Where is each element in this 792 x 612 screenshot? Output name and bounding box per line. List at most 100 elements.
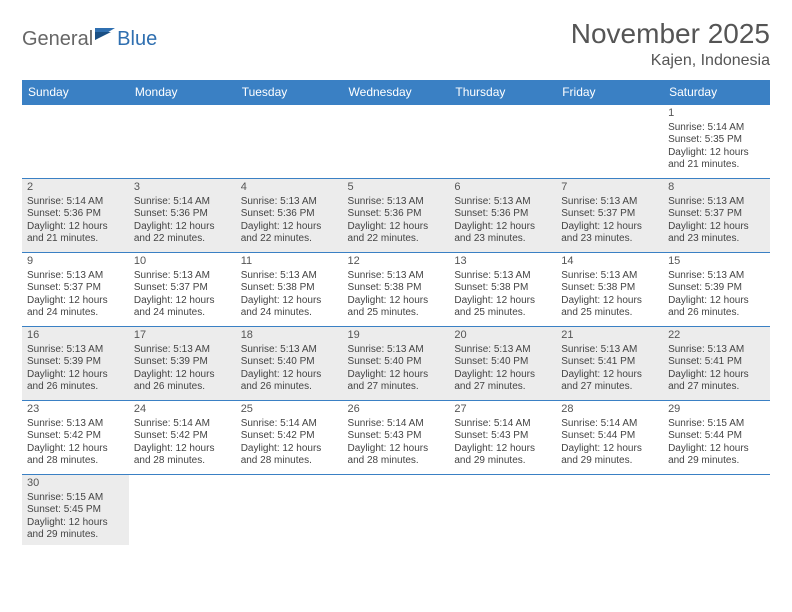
- calendar-cell: 14Sunrise: 5:13 AMSunset: 5:38 PMDayligh…: [556, 253, 663, 327]
- daylight-text: Daylight: 12 hours and 23 minutes.: [561, 221, 658, 246]
- calendar-cell: 13Sunrise: 5:13 AMSunset: 5:38 PMDayligh…: [449, 253, 556, 327]
- sunrise-text: Sunrise: 5:13 AM: [561, 344, 658, 357]
- calendar-cell: [556, 475, 663, 545]
- calendar-cell: 3Sunrise: 5:14 AMSunset: 5:36 PMDaylight…: [129, 179, 236, 253]
- daylight-text: Daylight: 12 hours and 26 minutes.: [668, 295, 765, 320]
- day-number: 24: [134, 403, 231, 417]
- sunset-text: Sunset: 5:39 PM: [134, 356, 231, 369]
- title-block: November 2025 Kajen, Indonesia: [571, 18, 770, 70]
- daylight-text: Daylight: 12 hours and 28 minutes.: [241, 443, 338, 468]
- sunset-text: Sunset: 5:41 PM: [668, 356, 765, 369]
- sunset-text: Sunset: 5:38 PM: [454, 282, 551, 295]
- sunset-text: Sunset: 5:35 PM: [668, 134, 765, 147]
- calendar-row: 16Sunrise: 5:13 AMSunset: 5:39 PMDayligh…: [22, 327, 770, 401]
- daylight-text: Daylight: 12 hours and 25 minutes.: [348, 295, 445, 320]
- sunrise-text: Sunrise: 5:15 AM: [27, 492, 124, 505]
- weekday-header: Friday: [556, 80, 663, 105]
- sunrise-text: Sunrise: 5:13 AM: [27, 344, 124, 357]
- sunrise-text: Sunrise: 5:13 AM: [348, 344, 445, 357]
- calendar-cell: 7Sunrise: 5:13 AMSunset: 5:37 PMDaylight…: [556, 179, 663, 253]
- sunrise-text: Sunrise: 5:13 AM: [561, 270, 658, 283]
- logo-text-general: General: [22, 28, 93, 51]
- sunrise-text: Sunrise: 5:13 AM: [348, 270, 445, 283]
- day-number: 13: [454, 255, 551, 269]
- sunrise-text: Sunrise: 5:13 AM: [348, 196, 445, 209]
- calendar-cell: [343, 475, 450, 545]
- daylight-text: Daylight: 12 hours and 29 minutes.: [27, 517, 124, 542]
- sunrise-text: Sunrise: 5:13 AM: [241, 270, 338, 283]
- sunrise-text: Sunrise: 5:13 AM: [668, 270, 765, 283]
- calendar-cell: 19Sunrise: 5:13 AMSunset: 5:40 PMDayligh…: [343, 327, 450, 401]
- daylight-text: Daylight: 12 hours and 29 minutes.: [454, 443, 551, 468]
- sunset-text: Sunset: 5:36 PM: [134, 208, 231, 221]
- daylight-text: Daylight: 12 hours and 28 minutes.: [134, 443, 231, 468]
- sunset-text: Sunset: 5:38 PM: [348, 282, 445, 295]
- weekday-header: Wednesday: [343, 80, 450, 105]
- day-number: 5: [348, 181, 445, 195]
- sunset-text: Sunset: 5:39 PM: [27, 356, 124, 369]
- calendar-cell: 30Sunrise: 5:15 AMSunset: 5:45 PMDayligh…: [22, 475, 129, 545]
- day-number: 7: [561, 181, 658, 195]
- day-number: 2: [27, 181, 124, 195]
- sunrise-text: Sunrise: 5:13 AM: [454, 196, 551, 209]
- month-title: November 2025: [571, 18, 770, 50]
- daylight-text: Daylight: 12 hours and 23 minutes.: [668, 221, 765, 246]
- day-number: 19: [348, 329, 445, 343]
- calendar-cell: 20Sunrise: 5:13 AMSunset: 5:40 PMDayligh…: [449, 327, 556, 401]
- sunset-text: Sunset: 5:40 PM: [241, 356, 338, 369]
- sunset-text: Sunset: 5:38 PM: [241, 282, 338, 295]
- daylight-text: Daylight: 12 hours and 24 minutes.: [241, 295, 338, 320]
- calendar-cell: [663, 475, 770, 545]
- calendar-cell: 8Sunrise: 5:13 AMSunset: 5:37 PMDaylight…: [663, 179, 770, 253]
- calendar-cell: 18Sunrise: 5:13 AMSunset: 5:40 PMDayligh…: [236, 327, 343, 401]
- sunset-text: Sunset: 5:36 PM: [241, 208, 338, 221]
- day-number: 29: [668, 403, 765, 417]
- day-number: 15: [668, 255, 765, 269]
- daylight-text: Daylight: 12 hours and 21 minutes.: [668, 147, 765, 172]
- sunset-text: Sunset: 5:37 PM: [561, 208, 658, 221]
- sunrise-text: Sunrise: 5:13 AM: [27, 418, 124, 431]
- day-number: 14: [561, 255, 658, 269]
- sunrise-text: Sunrise: 5:15 AM: [668, 418, 765, 431]
- daylight-text: Daylight: 12 hours and 25 minutes.: [561, 295, 658, 320]
- calendar-row: 1Sunrise: 5:14 AMSunset: 5:35 PMDaylight…: [22, 105, 770, 179]
- weekday-header: Monday: [129, 80, 236, 105]
- daylight-text: Daylight: 12 hours and 25 minutes.: [454, 295, 551, 320]
- daylight-text: Daylight: 12 hours and 26 minutes.: [134, 369, 231, 394]
- calendar-row: 30Sunrise: 5:15 AMSunset: 5:45 PMDayligh…: [22, 475, 770, 545]
- sunset-text: Sunset: 5:36 PM: [27, 208, 124, 221]
- day-number: 18: [241, 329, 338, 343]
- sunrise-text: Sunrise: 5:13 AM: [454, 270, 551, 283]
- calendar-cell: 6Sunrise: 5:13 AMSunset: 5:36 PMDaylight…: [449, 179, 556, 253]
- day-number: 30: [27, 477, 124, 491]
- sunset-text: Sunset: 5:45 PM: [27, 504, 124, 517]
- weekday-header: Thursday: [449, 80, 556, 105]
- calendar-cell: 12Sunrise: 5:13 AMSunset: 5:38 PMDayligh…: [343, 253, 450, 327]
- day-number: 6: [454, 181, 551, 195]
- weekday-header: Sunday: [22, 80, 129, 105]
- daylight-text: Daylight: 12 hours and 27 minutes.: [668, 369, 765, 394]
- calendar-cell: [343, 105, 450, 179]
- logo-text-blue: Blue: [117, 28, 157, 51]
- calendar-cell: 26Sunrise: 5:14 AMSunset: 5:43 PMDayligh…: [343, 401, 450, 475]
- sunset-text: Sunset: 5:43 PM: [348, 430, 445, 443]
- calendar-cell: 27Sunrise: 5:14 AMSunset: 5:43 PMDayligh…: [449, 401, 556, 475]
- sunset-text: Sunset: 5:40 PM: [348, 356, 445, 369]
- calendar-cell: [129, 105, 236, 179]
- calendar-row: 2Sunrise: 5:14 AMSunset: 5:36 PMDaylight…: [22, 179, 770, 253]
- calendar-cell: [236, 475, 343, 545]
- header: General Blue November 2025 Kajen, Indone…: [22, 18, 770, 70]
- sunset-text: Sunset: 5:42 PM: [27, 430, 124, 443]
- calendar-cell: 5Sunrise: 5:13 AMSunset: 5:36 PMDaylight…: [343, 179, 450, 253]
- daylight-text: Daylight: 12 hours and 24 minutes.: [27, 295, 124, 320]
- weekday-header: Saturday: [663, 80, 770, 105]
- day-number: 1: [668, 107, 765, 121]
- weekday-header-row: Sunday Monday Tuesday Wednesday Thursday…: [22, 80, 770, 105]
- sunset-text: Sunset: 5:36 PM: [454, 208, 551, 221]
- sunset-text: Sunset: 5:37 PM: [668, 208, 765, 221]
- day-number: 26: [348, 403, 445, 417]
- calendar-cell: 9Sunrise: 5:13 AMSunset: 5:37 PMDaylight…: [22, 253, 129, 327]
- day-number: 20: [454, 329, 551, 343]
- daylight-text: Daylight: 12 hours and 26 minutes.: [27, 369, 124, 394]
- sunrise-text: Sunrise: 5:13 AM: [668, 344, 765, 357]
